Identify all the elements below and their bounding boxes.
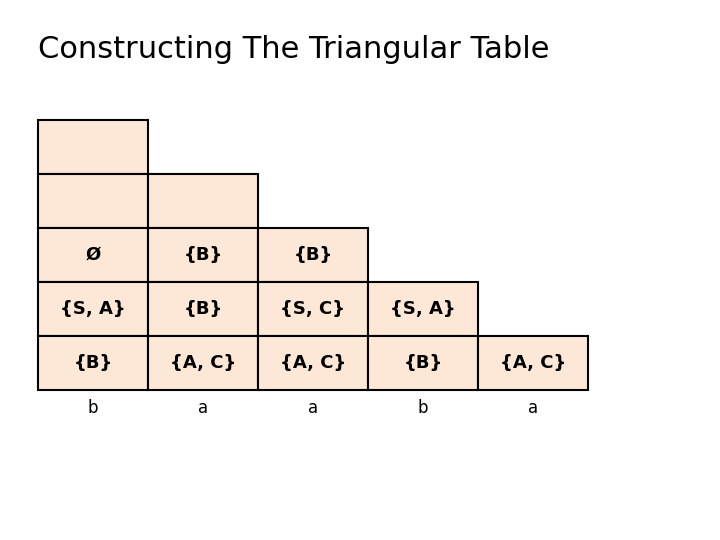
FancyBboxPatch shape xyxy=(148,174,258,228)
FancyBboxPatch shape xyxy=(478,336,588,390)
Text: {A, C}: {A, C} xyxy=(500,354,566,372)
FancyBboxPatch shape xyxy=(38,120,148,174)
FancyBboxPatch shape xyxy=(148,336,258,390)
FancyBboxPatch shape xyxy=(38,282,148,336)
Text: a: a xyxy=(198,399,208,417)
FancyBboxPatch shape xyxy=(368,282,478,336)
Text: {B}: {B} xyxy=(184,300,222,318)
FancyBboxPatch shape xyxy=(148,282,258,336)
Text: a: a xyxy=(308,399,318,417)
Text: b: b xyxy=(418,399,428,417)
Text: {B}: {B} xyxy=(73,354,112,372)
Text: {S, A}: {S, A} xyxy=(390,300,456,318)
Text: Ø: Ø xyxy=(86,246,101,264)
FancyBboxPatch shape xyxy=(38,336,148,390)
FancyBboxPatch shape xyxy=(38,174,148,228)
Text: {B}: {B} xyxy=(184,246,222,264)
Text: {B}: {B} xyxy=(293,246,333,264)
FancyBboxPatch shape xyxy=(258,228,368,282)
Text: {S, A}: {S, A} xyxy=(60,300,126,318)
Text: {S, C}: {S, C} xyxy=(281,300,346,318)
FancyBboxPatch shape xyxy=(148,228,258,282)
FancyBboxPatch shape xyxy=(258,282,368,336)
Text: {A, C}: {A, C} xyxy=(280,354,346,372)
Text: Constructing The Triangular Table: Constructing The Triangular Table xyxy=(38,36,549,64)
Text: b: b xyxy=(88,399,98,417)
FancyBboxPatch shape xyxy=(368,336,478,390)
Text: a: a xyxy=(528,399,538,417)
FancyBboxPatch shape xyxy=(258,336,368,390)
FancyBboxPatch shape xyxy=(38,228,148,282)
Text: {A, C}: {A, C} xyxy=(170,354,236,372)
Text: {B}: {B} xyxy=(403,354,443,372)
